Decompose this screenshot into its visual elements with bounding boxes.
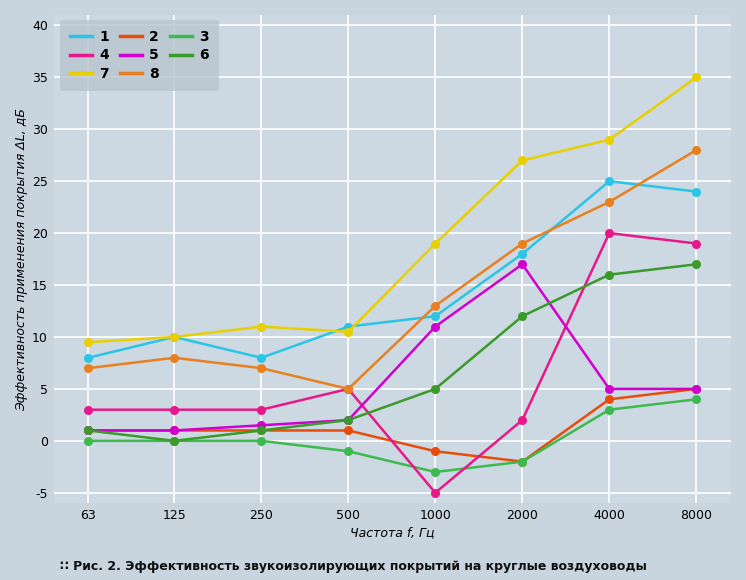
X-axis label: Частота f, Гц: Частота f, Гц xyxy=(350,526,435,539)
Legend: 1, 4, 7, 2, 5, 8, 3, 6: 1, 4, 7, 2, 5, 8, 3, 6 xyxy=(60,20,219,91)
Text: ∷ Рис. 2. Эффективность звукоизолирующих покрытий на круглые воздуховоды: ∷ Рис. 2. Эффективность звукоизолирующих… xyxy=(60,560,647,573)
Y-axis label: Эффективность применения покрытия ΔL, дБ: Эффективность применения покрытия ΔL, дБ xyxy=(15,107,28,411)
